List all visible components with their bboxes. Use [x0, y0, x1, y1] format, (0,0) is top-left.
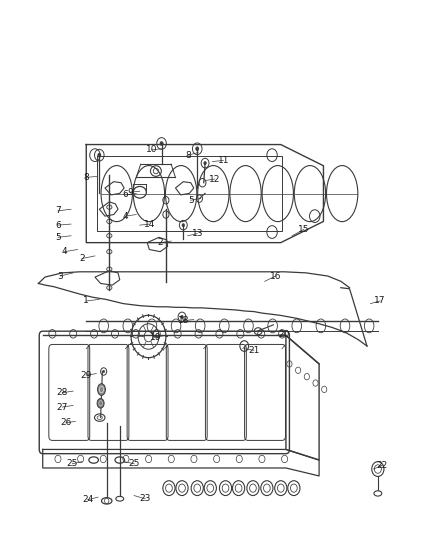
Circle shape: [180, 315, 184, 319]
Text: 6: 6: [123, 190, 128, 199]
Circle shape: [204, 161, 206, 165]
Text: 6: 6: [55, 221, 61, 230]
Text: 21: 21: [248, 346, 259, 355]
Ellipse shape: [98, 384, 106, 395]
Text: 22: 22: [377, 461, 388, 470]
Text: 17: 17: [374, 296, 386, 305]
Circle shape: [98, 153, 101, 157]
Text: 2: 2: [79, 254, 85, 263]
Text: 8: 8: [186, 151, 191, 160]
Text: 14: 14: [144, 220, 155, 229]
Circle shape: [160, 141, 163, 146]
Text: 4: 4: [123, 212, 128, 221]
Text: 5: 5: [55, 233, 61, 242]
Text: 28: 28: [57, 388, 68, 397]
Circle shape: [102, 370, 105, 373]
Text: 20: 20: [279, 330, 290, 339]
Text: 3: 3: [57, 271, 63, 280]
Text: 9: 9: [127, 188, 133, 197]
Text: 24: 24: [82, 495, 93, 504]
Text: 19: 19: [150, 333, 162, 342]
Circle shape: [195, 147, 199, 151]
Text: 8: 8: [83, 173, 89, 182]
Text: 25: 25: [67, 459, 78, 469]
Text: 12: 12: [209, 174, 220, 183]
Text: 2: 2: [157, 238, 163, 247]
Text: 26: 26: [60, 418, 71, 427]
Text: 13: 13: [191, 229, 203, 238]
Text: 18: 18: [178, 316, 190, 325]
Text: 16: 16: [270, 271, 281, 280]
Circle shape: [182, 223, 185, 227]
Text: 10: 10: [146, 146, 157, 155]
Text: 23: 23: [139, 494, 151, 503]
Text: 4: 4: [62, 247, 67, 256]
Ellipse shape: [97, 399, 104, 408]
Text: 25: 25: [128, 459, 140, 469]
Text: 7: 7: [55, 206, 61, 215]
Text: 15: 15: [298, 225, 310, 234]
Text: 27: 27: [57, 402, 68, 411]
Text: 5: 5: [188, 196, 194, 205]
Text: 11: 11: [218, 156, 229, 165]
Text: 1: 1: [83, 296, 89, 305]
Text: 29: 29: [81, 370, 92, 379]
